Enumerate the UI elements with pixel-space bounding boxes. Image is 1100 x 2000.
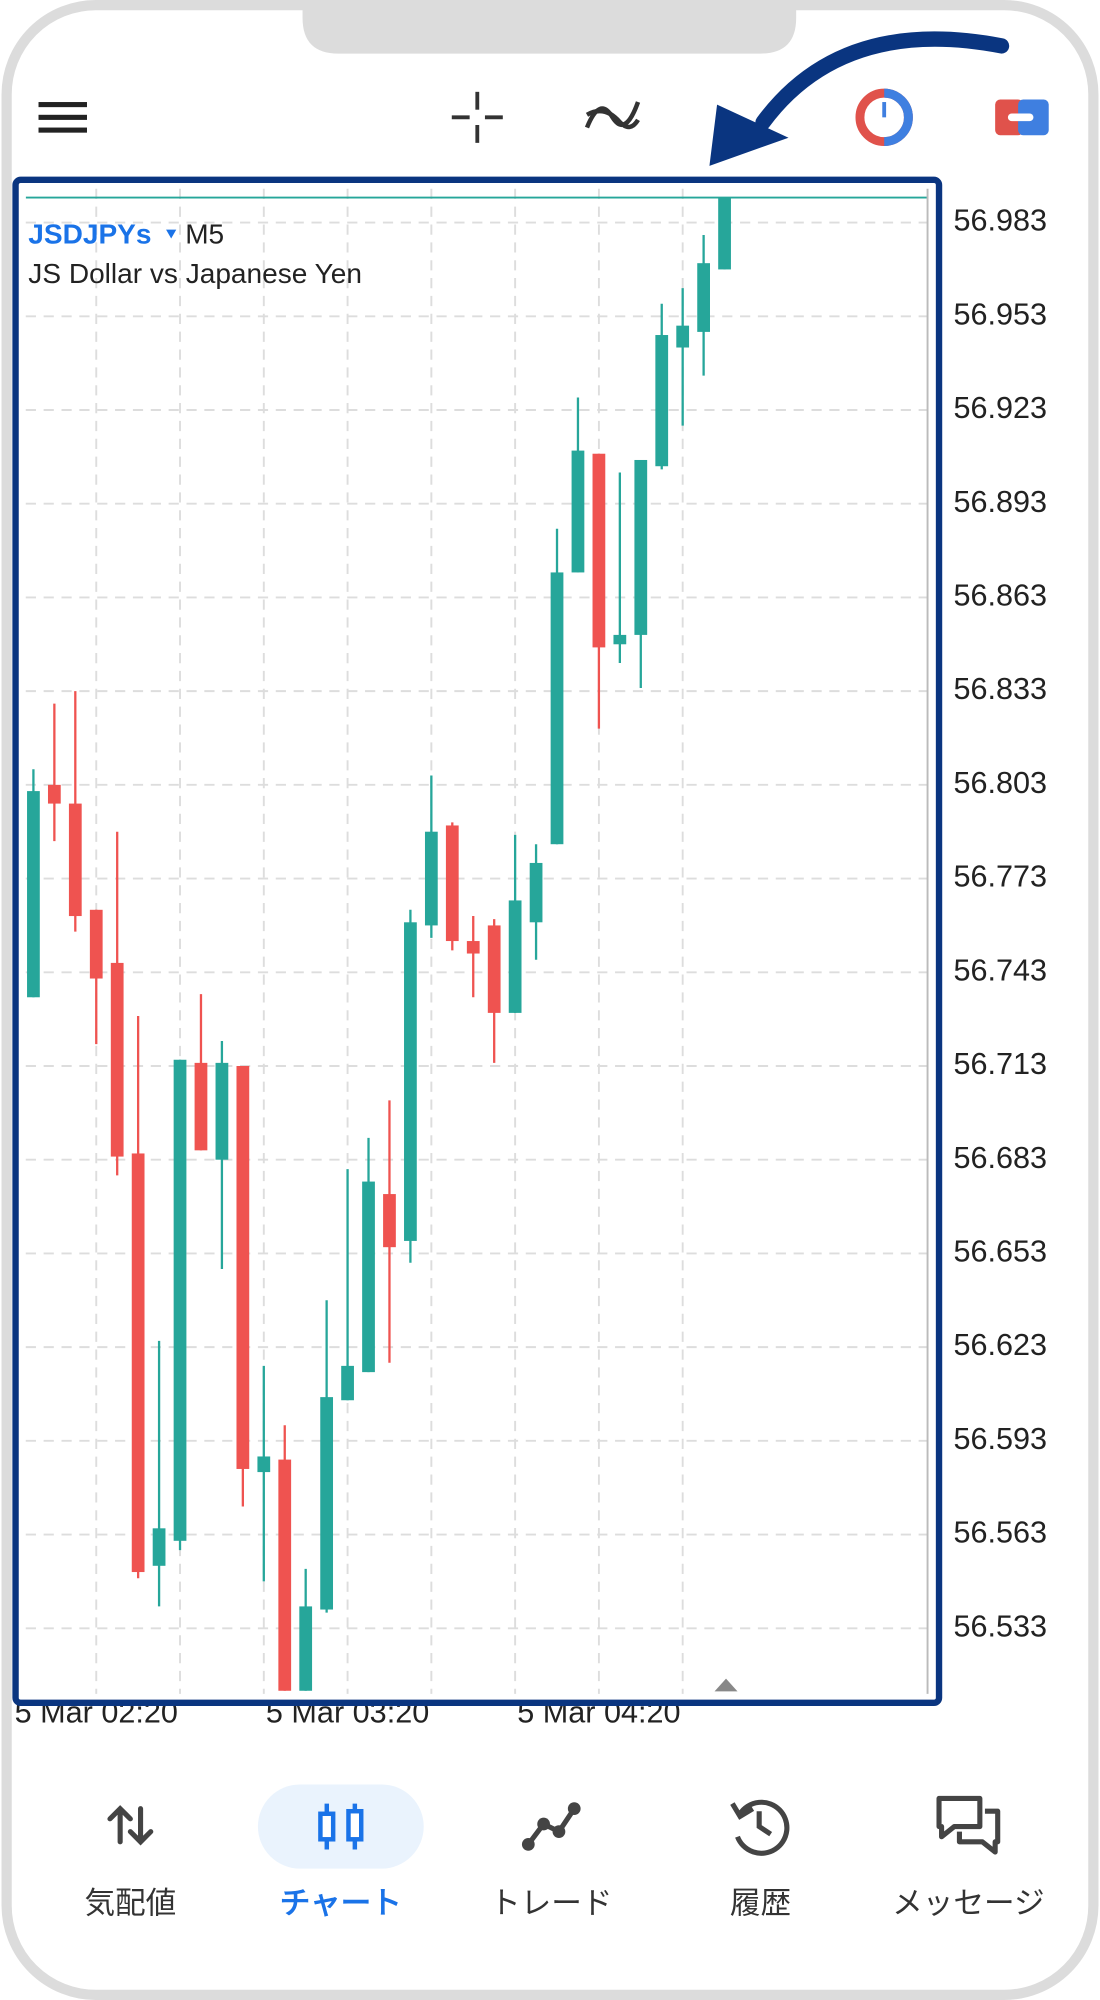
candle-body — [571, 450, 585, 573]
y-tick-label: 56.953 — [953, 297, 1047, 331]
candle-body — [383, 1194, 396, 1248]
nav-icon-messages[interactable] — [936, 1795, 1001, 1855]
highlight-frame — [12, 176, 943, 1706]
menu-button[interactable] — [38, 102, 87, 133]
crosshair-button[interactable] — [451, 91, 503, 143]
nav-label[interactable]: チャート — [280, 1887, 402, 1921]
y-tick-label: 56.863 — [953, 579, 1047, 613]
y-tick-label: 56.623 — [953, 1328, 1047, 1362]
nav-icon-chart[interactable] — [318, 1803, 364, 1850]
candle-body — [320, 1397, 334, 1610]
nav-icon-history[interactable] — [730, 1799, 790, 1856]
nav-active-pill — [257, 1784, 424, 1869]
candle-body — [68, 803, 82, 917]
nav-label[interactable]: 履歴 — [730, 1887, 791, 1921]
nav-icon-trade[interactable] — [521, 1802, 581, 1851]
symbol-description: JS Dollar vs Japanese Yen — [28, 258, 362, 289]
candle-body — [550, 572, 564, 845]
candle-body — [697, 263, 710, 332]
y-tick-label: 56.803 — [953, 766, 1047, 800]
candle-body — [529, 862, 543, 923]
nav-icon-quotes[interactable] — [107, 1805, 154, 1846]
candle-body — [299, 1606, 313, 1691]
y-tick-label: 56.713 — [953, 1047, 1047, 1081]
candle-body — [152, 1528, 166, 1566]
y-tick-label: 56.593 — [953, 1422, 1047, 1456]
timeframe[interactable]: M5 — [185, 218, 224, 249]
candle-body — [257, 1456, 271, 1473]
symbol-dropdown[interactable] — [166, 229, 177, 239]
nav-label[interactable]: 気配値 — [84, 1887, 176, 1921]
y-tick-label: 56.893 — [953, 485, 1047, 519]
y-tick-label: 56.533 — [953, 1609, 1047, 1643]
bottom-nav: 気配値 チャート トレード 履歴 メッセージ — [84, 1887, 1044, 1921]
candle-body — [110, 962, 124, 1157]
candle-body — [613, 634, 627, 645]
hint-arrow — [755, 31, 1010, 131]
candle-body — [592, 453, 606, 648]
candle-body — [362, 1181, 375, 1373]
candle-body — [215, 1062, 229, 1160]
candle-body — [466, 941, 480, 954]
candle-body — [424, 831, 438, 926]
candle-body — [445, 825, 459, 942]
y-tick-label: 56.983 — [953, 204, 1047, 238]
candle-body — [655, 335, 669, 467]
candle-body — [278, 1459, 292, 1691]
hint-arrow-head — [709, 104, 789, 166]
y-tick-label: 56.563 — [953, 1516, 1047, 1550]
candle-body — [508, 900, 522, 1013]
y-tick-label: 56.923 — [953, 391, 1047, 425]
candle-body — [404, 922, 417, 1241]
candle-body — [634, 459, 648, 635]
candle-body — [47, 784, 61, 804]
candles — [25, 196, 928, 1691]
candle-body — [341, 1365, 354, 1401]
notch — [302, 0, 797, 54]
current-bar-marker — [714, 1678, 738, 1692]
candle-body — [487, 925, 501, 1013]
candle-body — [173, 1059, 187, 1541]
candle-body — [194, 1062, 208, 1151]
trade-quick-button[interactable] — [995, 99, 1049, 136]
candle-body — [676, 325, 690, 348]
symbol[interactable]: JSDJPYs — [28, 218, 151, 249]
candle-body — [131, 1153, 145, 1573]
y-tick-label: 56.653 — [953, 1235, 1047, 1269]
history-quick-button[interactable] — [855, 88, 913, 147]
axes: 56.983 56.953 56.923 56.893 56.863 56.833 56.8… — [15, 204, 1047, 1730]
candle-body — [27, 791, 40, 998]
nav-label[interactable]: トレード — [490, 1887, 612, 1921]
y-tick-label: 56.743 — [953, 953, 1047, 987]
y-tick-label: 56.773 — [953, 860, 1047, 894]
candle-body — [236, 1065, 250, 1469]
candle-body — [89, 909, 103, 979]
indicator-button[interactable] — [584, 101, 641, 130]
y-tick-label: 56.833 — [953, 672, 1047, 706]
y-tick-label: 56.683 — [953, 1141, 1047, 1175]
nav-label[interactable]: メッセージ — [892, 1887, 1044, 1921]
candle-body — [718, 197, 731, 270]
